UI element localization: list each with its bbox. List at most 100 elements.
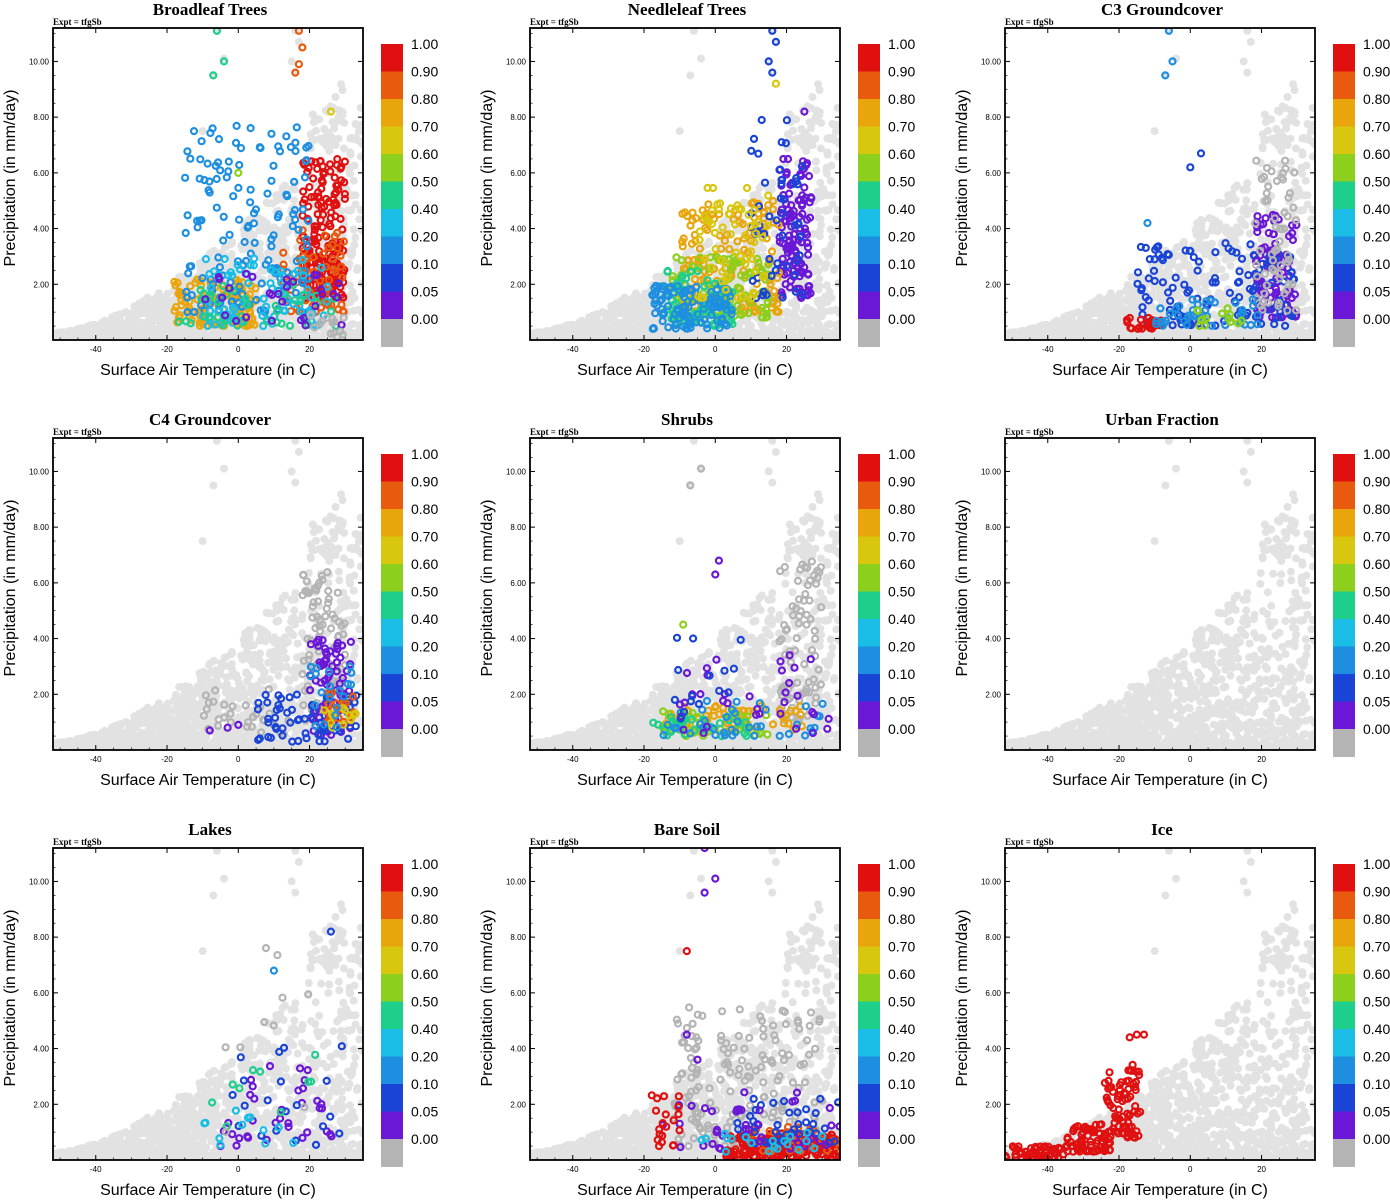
data-point [227, 232, 233, 238]
data-point [300, 189, 306, 195]
colorbar-swatch [381, 264, 403, 292]
background-point [697, 55, 705, 63]
y-tick-label: 8.00 [33, 113, 49, 122]
background-point [272, 251, 280, 259]
background-point [768, 179, 776, 187]
colorbar-label: 0.80 [411, 91, 438, 107]
colorbar-label: 0.40 [888, 201, 915, 217]
y-tick-label: 2.00 [33, 280, 49, 289]
panel-title: Needleleaf Trees [628, 0, 747, 19]
data-point [744, 185, 750, 191]
data-point [258, 145, 264, 151]
background-point [629, 298, 637, 306]
x-tick-label: 20 [782, 345, 791, 354]
colorbar-swatch [858, 72, 880, 100]
data-point [785, 156, 791, 162]
colorbar-label: 0.80 [888, 91, 915, 107]
data-point [287, 323, 293, 329]
colorbar-label: 0.50 [888, 174, 915, 190]
colorbar-label: 0.20 [888, 229, 915, 245]
background-point [332, 93, 340, 101]
background-point [830, 266, 838, 274]
background-point [832, 137, 840, 145]
colorbar-label: 1.00 [411, 36, 438, 52]
data-point [224, 174, 230, 180]
background-point [819, 334, 827, 342]
background-point [768, 322, 776, 330]
background-point [209, 331, 217, 339]
data-point [185, 212, 191, 218]
x-tick-label: 0 [236, 345, 241, 354]
colorbar-label: 0.20 [411, 229, 438, 245]
data-point [762, 180, 768, 186]
data-point [773, 81, 779, 87]
background-point [346, 167, 354, 175]
data-point [288, 144, 294, 150]
background-point [355, 215, 363, 223]
colorbar-swatch [858, 127, 880, 155]
data-point [195, 224, 201, 230]
colorbar-swatch [858, 99, 880, 127]
background-point [636, 322, 644, 330]
background-point [797, 326, 805, 334]
data-point [269, 178, 275, 184]
background-point [780, 321, 788, 329]
colorbar-swatch [381, 154, 403, 182]
colorbar-label: 0.60 [411, 146, 438, 162]
background-point [284, 314, 292, 322]
data-point [697, 229, 703, 235]
data-point [265, 191, 271, 197]
colorbar-swatch [381, 182, 403, 210]
background-point [800, 142, 808, 150]
background-point [805, 319, 813, 327]
colorbar-swatch [858, 292, 880, 320]
data-point [247, 199, 253, 205]
background-point [814, 213, 822, 221]
data-point [299, 45, 305, 51]
background-point [635, 310, 643, 318]
colorbar-label: 0.70 [411, 119, 438, 135]
panel-broadleaf-trees: -40 -20 0 202.004.006.008.0010.00Broadleaf … [2, 0, 438, 379]
background-point [255, 227, 263, 235]
data-point [755, 151, 761, 157]
background-point [288, 57, 296, 65]
data-point [342, 159, 348, 165]
colorbar-label: 0.05 [888, 284, 915, 300]
y-tick-label: 8.00 [510, 113, 526, 122]
panel-needleleaf-trees: -40 -20 0 202.004.006.008.0010.00Needleleaf… [479, 0, 915, 379]
background-point [355, 137, 363, 145]
background-point [120, 319, 128, 327]
data-point [673, 254, 679, 260]
y-tick-label: 10.00 [506, 57, 527, 66]
colorbar-label: 1.00 [888, 36, 915, 52]
plot-area [49, 27, 367, 343]
data-point [214, 176, 220, 182]
data-point [716, 207, 722, 213]
data-point [187, 264, 193, 270]
colorbar-swatch [858, 44, 880, 72]
background-point [358, 279, 366, 287]
data-point [253, 207, 259, 213]
background-point [312, 114, 320, 122]
background-point [109, 326, 117, 334]
background-point [263, 220, 271, 228]
background-point [228, 238, 236, 246]
background-point [353, 266, 361, 274]
data-point [759, 117, 765, 123]
x-tick-label: -40 [90, 345, 102, 354]
background-point [130, 302, 138, 310]
data-point [235, 170, 241, 176]
background-point [350, 225, 358, 233]
data-point [216, 136, 222, 142]
background-point [352, 191, 360, 199]
data-point [688, 223, 694, 229]
data-point [806, 173, 812, 179]
background-point [822, 207, 830, 215]
background-point [84, 331, 92, 339]
background-point [337, 80, 345, 88]
panel-title: Broadleaf Trees [153, 0, 268, 19]
data-point [269, 131, 275, 137]
data-point [220, 238, 226, 244]
background-point [268, 331, 276, 339]
